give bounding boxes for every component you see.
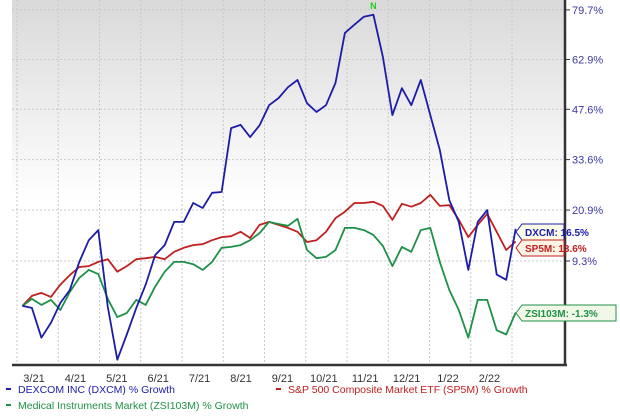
legend-item: DEXCOM INC (DXCM) % Growth [6, 384, 175, 396]
legend-label: S&P 500 Composite Market ETF (SP5M) % Gr… [288, 384, 528, 396]
end-value-flags: DXCM: 16.5% SP5M: 13.6% ZSI103M: -1.3% [515, 223, 617, 322]
x-tick-label: 4/21 [65, 373, 86, 385]
legend-label: DEXCOM INC (DXCM) % Growth [18, 384, 175, 396]
x-tick-label: 7/21 [189, 373, 210, 385]
end-flag-label: SP5M: 13.6% [525, 244, 587, 255]
series-lines [21, 13, 517, 361]
series-line-dxcm [22, 13, 517, 361]
x-tick-label: 6/21 [147, 373, 168, 385]
end-flag-dxcm: DXCM: 16.5% [515, 223, 589, 241]
x-tick-label: 3/21 [23, 373, 44, 385]
y-tick-label: 9.3% [572, 256, 597, 268]
x-tick-label: 12/21 [393, 373, 421, 385]
x-tick-label: 9/21 [272, 373, 293, 385]
end-flag-zsi103m: ZSI103M: -1.3% [515, 304, 617, 322]
x-ticks: 3/21 4/21 5/21 6/21 7/21 8/21 9/21 10/21 11/21 12… [23, 373, 500, 385]
plot-background [12, 0, 565, 365]
x-tick-label: 1/22 [437, 373, 458, 385]
end-flag-label: DXCM: 16.5% [525, 228, 589, 239]
y-tick-label: 20.9% [572, 205, 603, 217]
y-tick-label: 33.6% [572, 155, 603, 167]
x-tick-label: 8/21 [230, 373, 251, 385]
x-tick-label: 5/21 [106, 373, 127, 385]
y-tick-label: 47.6% [572, 104, 603, 116]
legend-label: Medical Instruments Market (ZSI103M) % G… [18, 400, 249, 412]
x-tick-label: 2/22 [479, 373, 500, 385]
event-marker-n: N [370, 1, 377, 11]
x-tick-label: 10/21 [310, 373, 338, 385]
end-flag-sp5m: SP5M: 13.6% [515, 239, 587, 257]
series-line-zsi103m [21, 217, 517, 339]
end-flag-label: ZSI103M: -1.3% [525, 309, 598, 320]
legend: DEXCOM INC (DXCM) % Growth S&P 500 Compos… [6, 384, 528, 412]
legend-item: S&P 500 Composite Market ETF (SP5M) % Gr… [276, 384, 528, 396]
legend-item: Medical Instruments Market (ZSI103M) % G… [6, 400, 249, 412]
y-tick-label: 62.9% [572, 54, 603, 66]
y-ticks: 79.7% 62.9% 47.6% 33.6% 20.9% 9.3% [565, 5, 603, 268]
x-tick-label: 11/21 [352, 373, 379, 385]
y-tick-label: 79.7% [572, 5, 603, 17]
